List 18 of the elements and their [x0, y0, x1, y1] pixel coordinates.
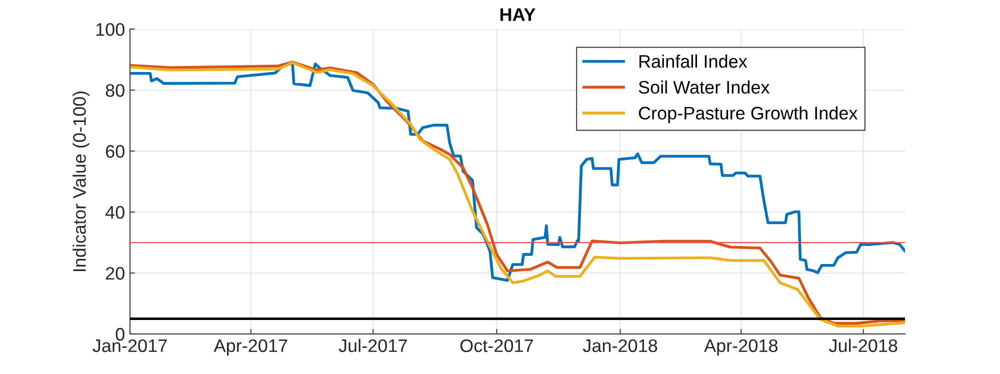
chart-title: HAY [500, 8, 536, 21]
x-tick-label: Jul-2018 [829, 338, 898, 352]
y-axis-title: Indicator Value (0-100) [72, 92, 90, 272]
y-tick-label: 0 [116, 328, 124, 341]
x-tick-label: Apr-2018 [704, 339, 778, 356]
x-tick-label: Apr-2017 [214, 339, 288, 356]
legend-label: Rainfall Index [639, 54, 748, 68]
legend-label: Soil Water Index [638, 80, 770, 94]
x-tick-label: Jan-2017 [92, 339, 167, 352]
y-tick-label: 60 [106, 145, 124, 158]
y-tick-label: 80 [106, 84, 124, 97]
legend-label: Crop-Pasture Growth Index [638, 106, 858, 124]
y-tick-label: 40 [105, 206, 124, 219]
y-tick-label: 20 [106, 266, 124, 280]
x-tick-label: Oct-2017 [460, 339, 533, 352]
x-tick-label: Jan-2018 [582, 339, 658, 352]
x-tick-label: Jul-2017 [338, 338, 407, 352]
y-tick-label: 100 [96, 23, 124, 36]
